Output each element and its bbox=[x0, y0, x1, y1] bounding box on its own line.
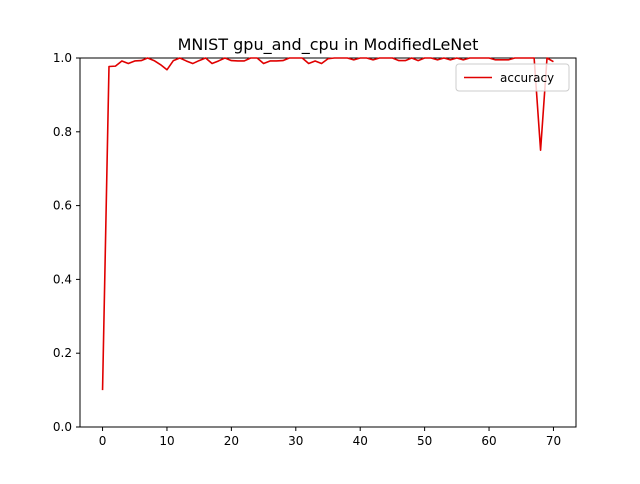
x-tick-label: 60 bbox=[481, 434, 496, 448]
series-line-accuracy bbox=[101, 57, 554, 391]
legend-box bbox=[455, 63, 570, 92]
x-tick-label: 40 bbox=[353, 434, 368, 448]
x-tick-label: 70 bbox=[546, 434, 561, 448]
series-layer bbox=[101, 57, 554, 391]
x-tick-label: 20 bbox=[224, 434, 239, 448]
chart-title: MNIST gpu_and_cpu in ModifiedLeNet bbox=[178, 35, 479, 55]
x-tick-label: 50 bbox=[417, 434, 432, 448]
y-axis: 0.0 0.2 0.4 0.6 0.8 1.0 bbox=[53, 51, 80, 434]
x-axis: 0 10 20 30 40 50 60 70 bbox=[99, 427, 561, 448]
y-tick-label: 0.8 bbox=[53, 125, 72, 139]
y-tick-label: 0.4 bbox=[53, 272, 72, 286]
legend-label: accuracy bbox=[500, 71, 554, 85]
y-tick-label: 0.2 bbox=[53, 346, 72, 360]
y-tick-label: 0.6 bbox=[53, 199, 72, 213]
legend: accuracy bbox=[455, 63, 570, 92]
x-tick-label: 10 bbox=[159, 434, 174, 448]
y-tick-label: 0.0 bbox=[53, 420, 72, 434]
y-tick-label: 1.0 bbox=[53, 51, 72, 65]
x-tick-label: 30 bbox=[288, 434, 303, 448]
x-tick-label: 0 bbox=[99, 434, 107, 448]
